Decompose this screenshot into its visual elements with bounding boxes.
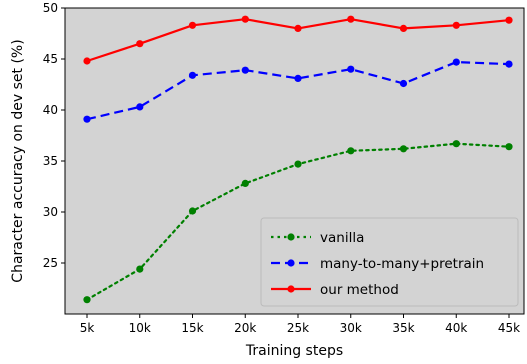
x-tick-label: 5k xyxy=(80,321,95,335)
data-point xyxy=(241,66,249,74)
data-point xyxy=(188,71,197,79)
legend: vanilla many-to-many+pretrain our method xyxy=(260,217,519,307)
y-tick-label: 50 xyxy=(43,1,58,15)
data-point xyxy=(294,74,302,82)
legend-marker xyxy=(287,259,295,267)
series-vanilla xyxy=(83,140,513,304)
data-point xyxy=(452,58,460,66)
legend-label: vanilla xyxy=(320,230,364,246)
data-point xyxy=(83,296,91,304)
data-point xyxy=(452,21,460,29)
data-point xyxy=(399,24,408,32)
data-point xyxy=(83,115,91,123)
data-point xyxy=(399,145,408,153)
data-point xyxy=(294,160,302,168)
x-tick-label: 20k xyxy=(234,321,256,335)
legend-box xyxy=(260,217,519,307)
series-many-to-many-pretrain xyxy=(83,58,513,123)
x-tick-label: 35k xyxy=(392,321,414,335)
data-point xyxy=(294,24,302,32)
x-tick-label: 40k xyxy=(445,321,467,335)
data-point xyxy=(505,16,513,24)
data-point xyxy=(399,79,408,88)
y-tick-label: 40 xyxy=(43,103,58,117)
data-point xyxy=(83,57,91,65)
legend-label: our method xyxy=(320,282,399,298)
series-line xyxy=(86,60,510,121)
series-layer xyxy=(83,15,513,304)
y-tick-label: 45 xyxy=(43,52,58,66)
legend-marker xyxy=(287,285,295,293)
x-axis-label: Training steps xyxy=(245,343,343,359)
data-point xyxy=(347,65,355,73)
data-point xyxy=(241,15,249,23)
y-axis: 25 30 35 40 45 50 xyxy=(43,1,65,270)
data-point xyxy=(505,60,513,68)
y-tick-label: 30 xyxy=(43,205,58,219)
x-tick-label: 25k xyxy=(287,321,309,335)
x-tick-label: 45k xyxy=(498,321,520,335)
legend-label: many-to-many+pretrain xyxy=(320,256,484,272)
data-point xyxy=(241,179,249,187)
data-point xyxy=(452,140,460,148)
data-point xyxy=(136,103,144,111)
data-point xyxy=(505,143,513,151)
y-tick-label: 25 xyxy=(43,256,58,270)
data-point xyxy=(136,40,144,48)
x-tick-label: 10k xyxy=(129,321,151,335)
y-axis-label: Character accuracy on dev set (%) xyxy=(10,39,26,282)
data-point xyxy=(188,207,197,215)
data-point xyxy=(136,265,144,273)
data-point xyxy=(347,147,355,155)
x-tick-label: 15k xyxy=(181,321,203,335)
series-our-method xyxy=(83,15,513,65)
x-tick-label: 30k xyxy=(340,321,362,335)
x-axis: 5k 10k 15k 20k 25k 30k 35k 40k 45k xyxy=(80,314,520,335)
data-point xyxy=(347,15,355,23)
y-tick-label: 35 xyxy=(43,154,58,168)
data-point xyxy=(188,21,197,29)
legend-marker xyxy=(287,233,295,241)
